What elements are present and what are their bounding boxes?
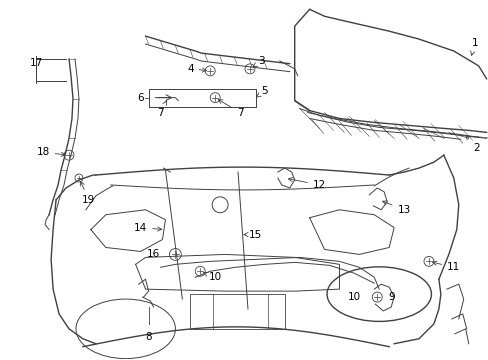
Text: 10: 10 — [347, 292, 360, 302]
Text: 8: 8 — [145, 332, 152, 342]
Text: 13: 13 — [382, 201, 410, 215]
Bar — [148, 89, 255, 107]
Text: 12: 12 — [288, 177, 325, 190]
Text: 17: 17 — [29, 58, 43, 68]
Text: 14: 14 — [134, 222, 162, 233]
Text: 4: 4 — [186, 64, 206, 74]
Text: 1: 1 — [469, 38, 477, 55]
Bar — [190, 294, 284, 329]
Text: 10: 10 — [203, 272, 221, 282]
Text: 7: 7 — [157, 101, 166, 117]
Text: 15: 15 — [244, 230, 261, 239]
Text: 7: 7 — [218, 100, 243, 117]
Text: 5: 5 — [256, 86, 267, 97]
Text: 11: 11 — [432, 261, 460, 272]
Text: 19: 19 — [80, 181, 95, 205]
Text: 6: 6 — [137, 93, 143, 103]
Text: 9: 9 — [388, 292, 395, 302]
Text: 18: 18 — [37, 147, 65, 157]
Text: 3: 3 — [252, 56, 264, 67]
Text: 16: 16 — [146, 249, 160, 260]
Text: 2: 2 — [465, 135, 479, 153]
